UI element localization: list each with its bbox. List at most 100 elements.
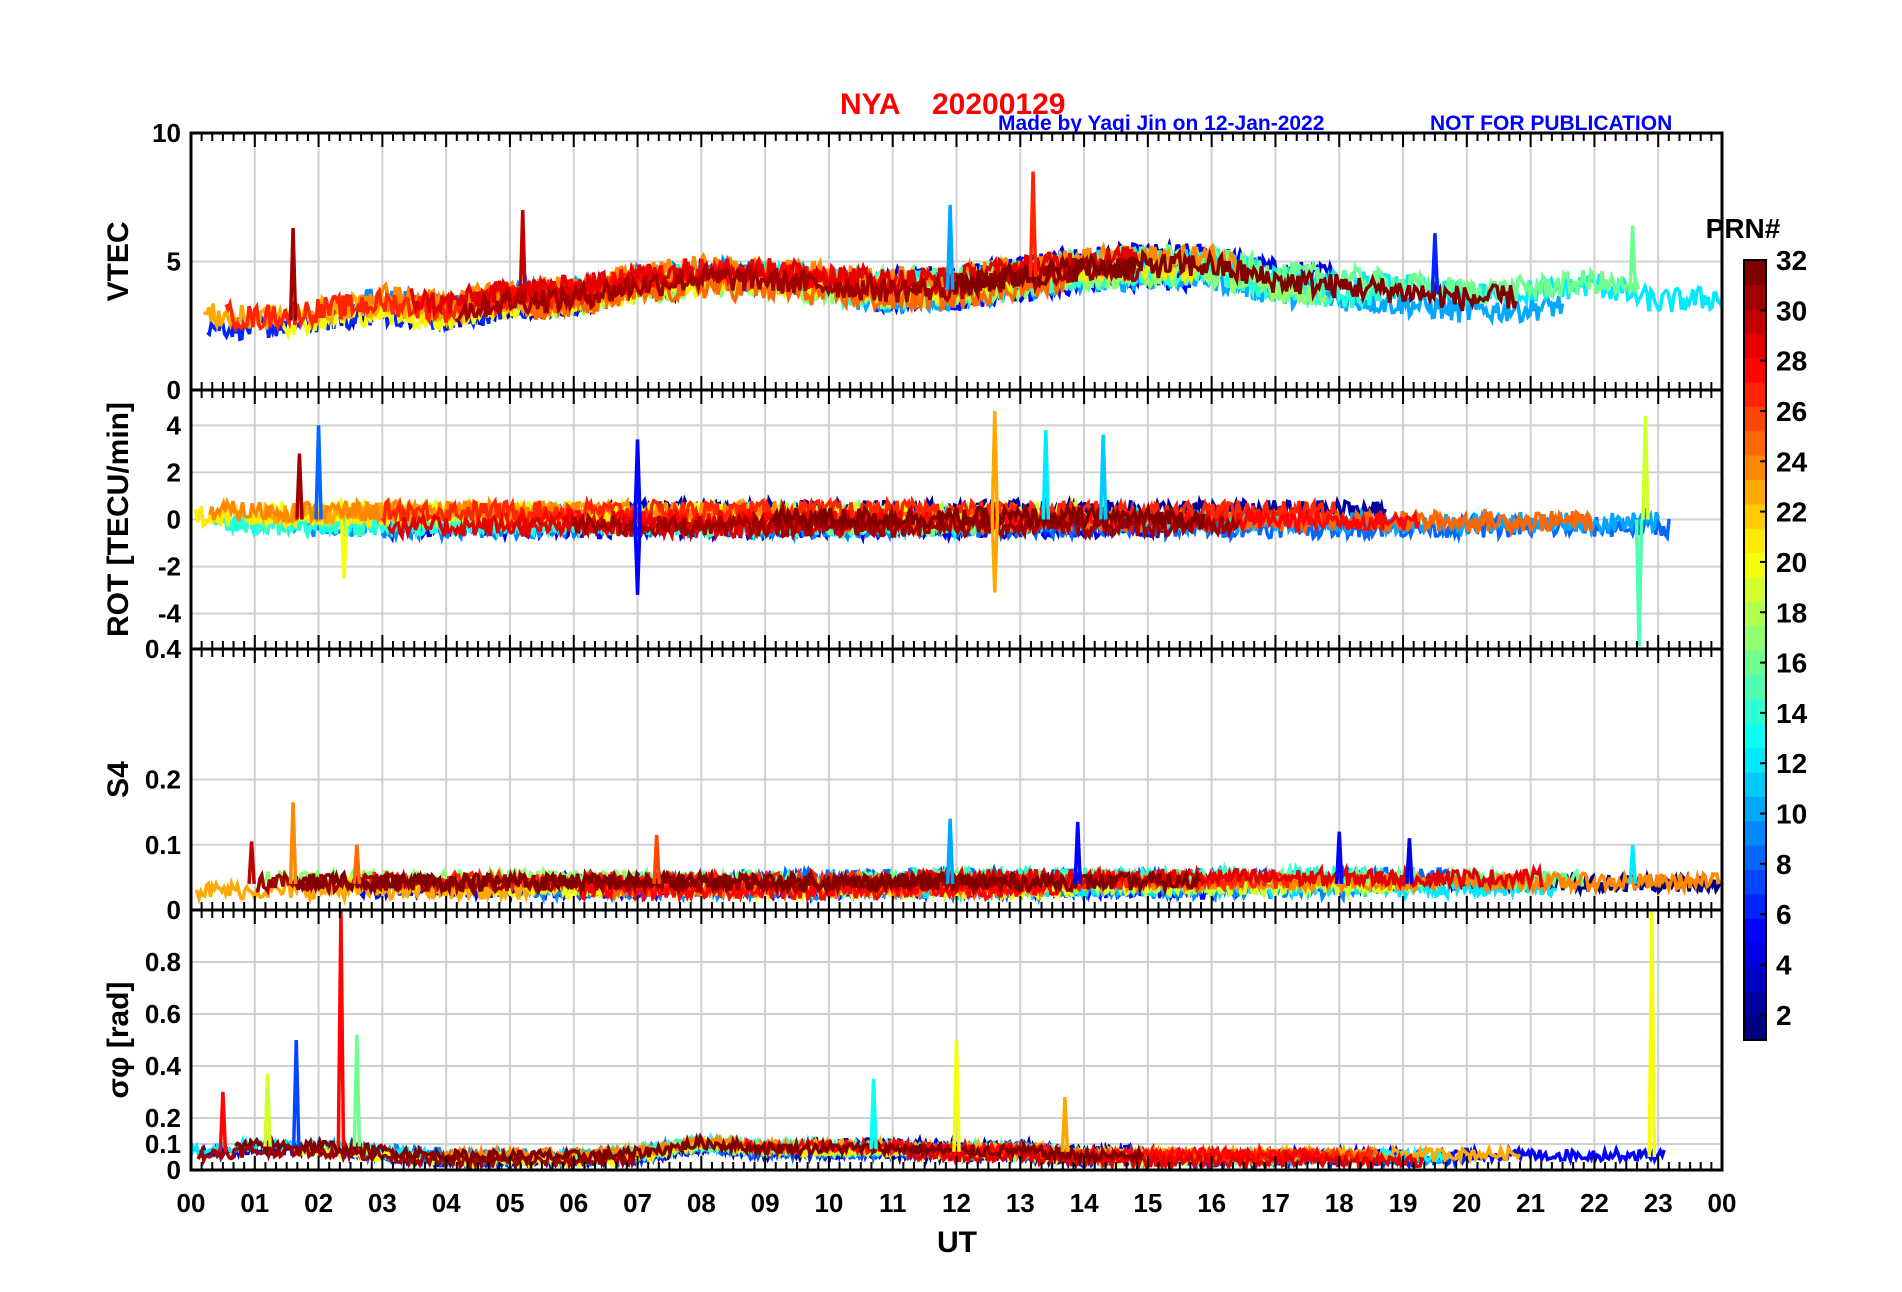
x-tick-label: 16 bbox=[1197, 1188, 1226, 1218]
y-tick-label: 0.2 bbox=[145, 765, 181, 795]
y-tick-label: 0 bbox=[167, 1155, 181, 1185]
spike-mark bbox=[869, 1078, 878, 1150]
spike-mark bbox=[1634, 519, 1644, 647]
y-tick-label: 0 bbox=[167, 375, 181, 405]
spike-mark bbox=[291, 1039, 301, 1147]
series-group bbox=[203, 171, 1722, 342]
colorbar-segment bbox=[1744, 455, 1766, 480]
spike-mark bbox=[218, 1091, 228, 1152]
colorbar-tick-label: 6 bbox=[1776, 899, 1792, 930]
spike-mark bbox=[352, 844, 362, 885]
colorbar-segment bbox=[1744, 381, 1766, 407]
x-tick-label: 17 bbox=[1261, 1188, 1290, 1218]
colorbar-frame bbox=[1743, 259, 1767, 1041]
y-axis-label: S4 bbox=[102, 761, 135, 798]
colorbar-tick-label: 32 bbox=[1776, 245, 1807, 276]
spike-mark bbox=[247, 841, 256, 885]
x-tick-label: 00 bbox=[177, 1188, 206, 1218]
colorbar-segment bbox=[1744, 869, 1766, 895]
colorbar-segment bbox=[1744, 966, 1766, 992]
colorbar-segment bbox=[1744, 796, 1766, 822]
vtec-panel: 0 5 10 VTEC bbox=[102, 118, 1724, 405]
colorbar-segment bbox=[1744, 430, 1766, 456]
colorbar-segment bbox=[1744, 845, 1766, 870]
x-tick-label: 12 bbox=[942, 1188, 971, 1218]
prn-series-line bbox=[945, 247, 1518, 312]
x-tick-label: 23 bbox=[1644, 1188, 1673, 1218]
colorbar-segment bbox=[1744, 479, 1766, 505]
x-tick-label: 22 bbox=[1580, 1188, 1609, 1218]
x-tick-label: 11 bbox=[879, 1188, 907, 1218]
spike-mark bbox=[1628, 844, 1637, 885]
series-group bbox=[193, 411, 1671, 647]
colorbar-tick-label: 24 bbox=[1776, 446, 1808, 477]
colorbar-tick-label: 30 bbox=[1776, 295, 1807, 326]
colorbar-segment bbox=[1744, 1015, 1766, 1041]
x-tick-label: 02 bbox=[304, 1188, 333, 1218]
y-axis-label: VTEC bbox=[102, 221, 135, 301]
x-tick-label: 13 bbox=[1006, 1188, 1035, 1218]
spike-mark bbox=[990, 411, 1000, 520]
x-tick-label: 06 bbox=[559, 1188, 588, 1218]
colorbar-tick-label: 22 bbox=[1776, 497, 1807, 528]
spike-mark bbox=[1641, 415, 1650, 520]
colorbar-tick-label: 16 bbox=[1776, 648, 1807, 679]
y-tick-label: -4 bbox=[158, 599, 182, 629]
colorbar-tick-label: 28 bbox=[1776, 346, 1807, 377]
colorbar-segment bbox=[1744, 333, 1766, 359]
colorbar-segment bbox=[1744, 747, 1766, 773]
spike-mark bbox=[339, 519, 349, 579]
colorbar-label: PRN# bbox=[1706, 213, 1781, 244]
x-axis-ticks: 00 01 02 03 04 05 06 07 08 09 10 11 12 13 14 15 16 17 18 19… bbox=[177, 1188, 1737, 1218]
spike-mark bbox=[288, 802, 298, 884]
x-tick-label: 08 bbox=[687, 1188, 716, 1218]
colorbar-segment bbox=[1744, 503, 1766, 529]
colorbar-segment bbox=[1744, 650, 1766, 675]
colorbar-segment bbox=[1744, 552, 1766, 578]
spike-mark bbox=[633, 439, 642, 520]
spike-mark bbox=[945, 818, 955, 884]
y-axis-label: ROT [TECU/min] bbox=[102, 402, 135, 637]
y-tick-label: 0 bbox=[167, 505, 181, 535]
spike-mark bbox=[1334, 831, 1344, 884]
x-tick-label: 00 bbox=[1708, 1188, 1737, 1218]
colorbar-segment bbox=[1744, 991, 1766, 1017]
spike-mark bbox=[288, 228, 298, 321]
title-station: NYA bbox=[840, 88, 901, 121]
colorbar-segment bbox=[1744, 260, 1766, 285]
colorbar-tick-label: 18 bbox=[1776, 597, 1807, 628]
spike-mark bbox=[1028, 171, 1038, 277]
prn-series-line bbox=[234, 1132, 1145, 1168]
x-tick-label: 21 bbox=[1516, 1188, 1545, 1218]
spike-mark bbox=[518, 210, 528, 301]
prn-series-line bbox=[771, 500, 1206, 534]
rot-panel: -4 -2 0 2 4 ROT [TECU/min] bbox=[102, 388, 1724, 651]
spike-mark bbox=[263, 1073, 272, 1147]
colorbar-tick-label: 2 bbox=[1776, 1000, 1792, 1031]
x-tick-label: 07 bbox=[623, 1188, 652, 1218]
y-tick-label: 5 bbox=[167, 247, 181, 277]
spike-mark bbox=[336, 910, 346, 1147]
prn-series-line bbox=[294, 866, 1202, 897]
sigma-phi-panel: 00.10.2 0.4 0.6 0.8 σφ [rad] bbox=[102, 908, 1724, 1185]
colorbar-segment bbox=[1744, 625, 1766, 651]
y-tick-label: 10 bbox=[152, 118, 181, 148]
x-tick-label: 05 bbox=[495, 1188, 524, 1218]
y-tick-label: 0 bbox=[167, 895, 181, 925]
spike-mark bbox=[352, 1034, 362, 1147]
colorbar-segment bbox=[1744, 698, 1766, 724]
y-tick-label: 0.8 bbox=[145, 947, 181, 977]
y-tick-label: 0.4 bbox=[145, 634, 182, 664]
x-tick-label: 03 bbox=[368, 1188, 397, 1218]
notice-text: NOT FOR PUBLICATION bbox=[1430, 112, 1672, 135]
spike-mark bbox=[1041, 429, 1051, 520]
spike-mark bbox=[633, 519, 642, 595]
colorbar-segment bbox=[1744, 528, 1766, 554]
colorbar-segment bbox=[1744, 820, 1766, 846]
y-axis-label: σφ [rad] bbox=[102, 982, 135, 1099]
colorbar-tick-label: 20 bbox=[1776, 547, 1807, 578]
colorbar-segment bbox=[1744, 942, 1766, 968]
x-tick-label: 01 bbox=[240, 1188, 269, 1218]
colorbar-segment bbox=[1744, 771, 1766, 797]
spike-mark bbox=[945, 204, 955, 290]
